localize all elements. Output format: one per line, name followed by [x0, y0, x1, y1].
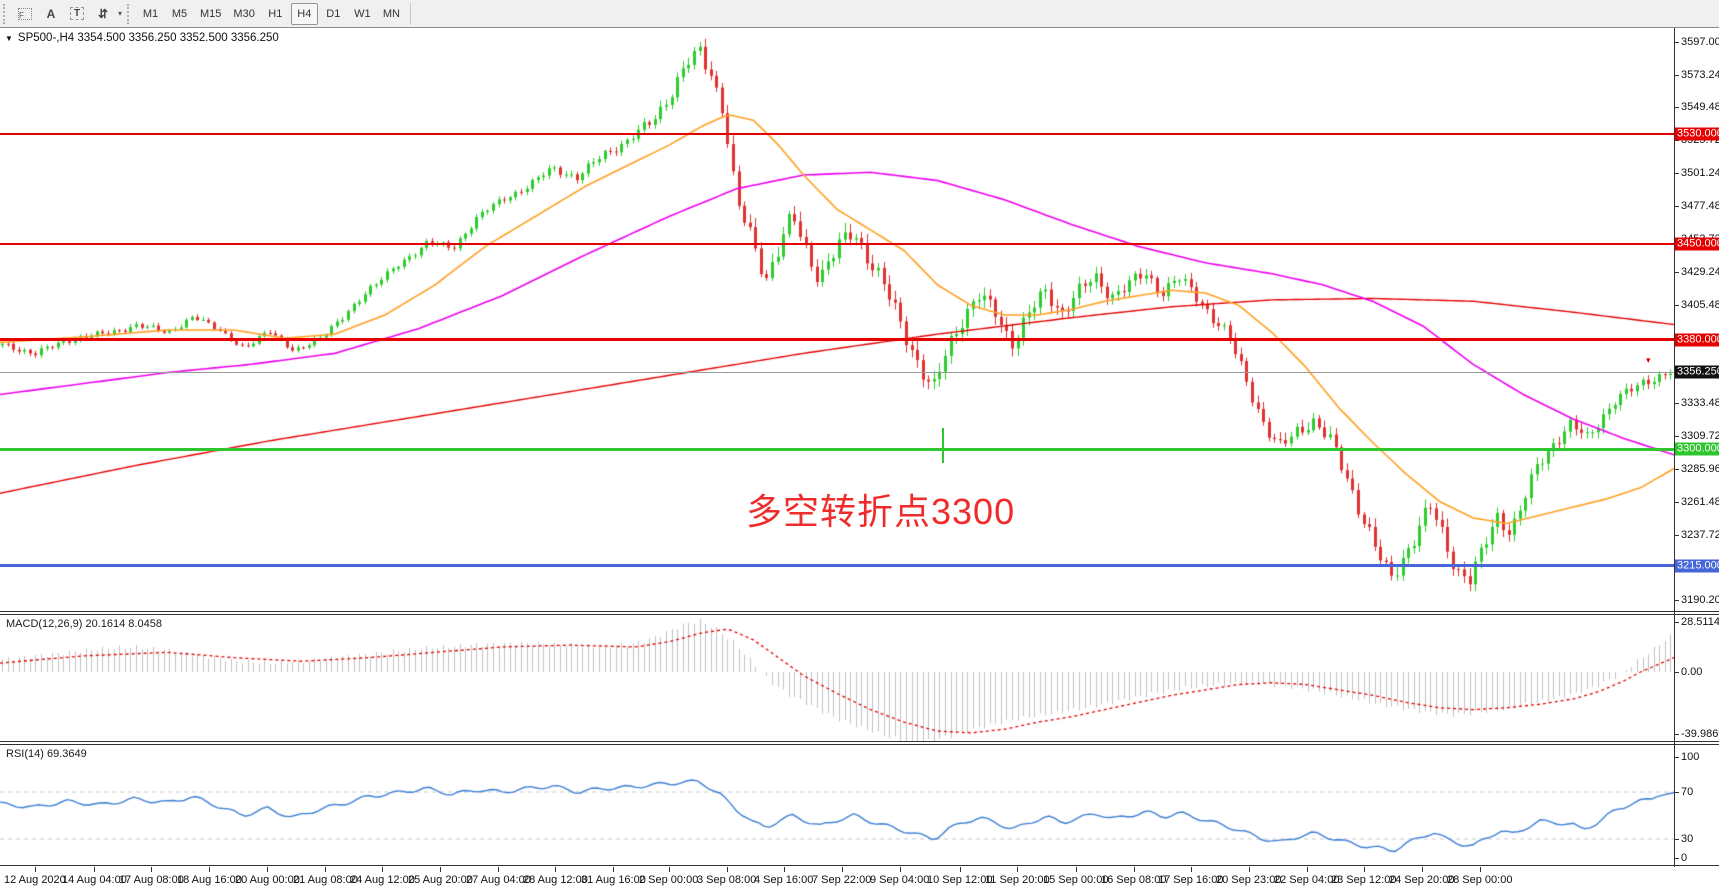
text-box-icon-glyph: T [69, 7, 85, 20]
time-label: 23 Sep 12:00 [1331, 867, 1397, 886]
time-label: 31 Aug 16:00 [581, 867, 646, 886]
level-badge-3380: 3380.000 [1675, 333, 1719, 347]
toolbar-grip[interactable] [3, 3, 9, 24]
rsi-tick-label: 100 [1673, 750, 1700, 763]
arrow-style-icon-glyph: ⇵ [97, 6, 109, 21]
time-label: 28 Aug 12:00 [523, 867, 588, 886]
arrow-style-icon[interactable]: ⇵ [91, 3, 115, 25]
rsi-tick-label: 70 [1673, 786, 1694, 798]
rsi-panel: RSI(14) 69.3649 100 70 30 0 [0, 744, 1719, 866]
time-label: 16 Sep 08:00 [1101, 867, 1167, 886]
level-anchor-marker [942, 428, 944, 463]
rsi-chart-canvas[interactable] [0, 745, 1674, 865]
price-tick-label: 3261.480 [1674, 496, 1719, 508]
time-label: 20 Sep 23:00 [1216, 867, 1282, 886]
resistance-line-3530[interactable] [0, 132, 1674, 135]
timeframe-H1[interactable]: H1 [268, 7, 283, 20]
symbol-quote-text: SP500-,H4 3354.500 3356.250 3352.500 335… [17, 32, 279, 44]
time-label: 25 Aug 20:00 [408, 867, 473, 886]
time-label: 24 Aug 12:00 [350, 867, 415, 886]
timeframe-M5[interactable]: M5 [171, 7, 188, 20]
chart-collapse-icon[interactable]: ▼ [5, 34, 13, 43]
toolbar-grip[interactable] [127, 3, 133, 24]
text-label-icon-glyph: A [46, 6, 56, 21]
axis-border [1674, 28, 1675, 867]
price-tick-label: 3237.720 [1674, 529, 1719, 541]
toolbar-separator [409, 2, 411, 25]
price-tick-label: 3501.240 [1674, 167, 1719, 179]
timeframe-M30[interactable]: M30 [233, 7, 255, 20]
resistance-line-3380[interactable] [0, 338, 1674, 342]
time-label: 14 Aug 04:00 [62, 867, 127, 886]
dotted-grid-icon[interactable]: F [13, 3, 37, 25]
time-label: 21 Aug 08:00 [293, 867, 358, 886]
timeframe-H4[interactable]: H4 [290, 2, 318, 25]
rsi-tick-label: 30 [1673, 833, 1694, 845]
current-price-line [0, 372, 1674, 374]
dropdown-caret-icon[interactable]: ▾ [118, 9, 123, 18]
annotation-text[interactable]: 多空转折点3300 [746, 491, 1016, 532]
time-axis[interactable]: 12 Aug 2020 14 Aug 04:00 17 Aug 08:00 18 Au… [0, 867, 1719, 895]
price-tick-label: 3405.480 [1674, 299, 1719, 311]
macd-tick-label: -39.9869 [1673, 728, 1719, 740]
timeframe-M1[interactable]: M1 [142, 7, 159, 20]
time-label: 4 Sep 16:00 [754, 867, 814, 886]
level-badge-3530: 3530.000 [1675, 127, 1719, 141]
price-tick-label: 3573.240 [1674, 69, 1719, 81]
toolbar: F A T ⇵ ▾ M1 M5 M15 M30 H1 H4 D1 W1 MN [0, 0, 1719, 28]
drawing-tools-group: F A T ⇵ [12, 3, 116, 25]
time-label: 17 Aug 08:00 [119, 867, 184, 886]
price-chart-panel: ▼ SP500-,H4 3354.500 3356.250 3352.500 33… [0, 28, 1719, 612]
time-label: 7 Sep 22:00 [812, 867, 872, 886]
resistance-line-3450[interactable] [0, 242, 1674, 245]
time-label: 3 Sep 08:00 [697, 867, 757, 886]
macd-tick-label: 0.00 [1673, 666, 1703, 678]
text-label-icon[interactable]: A [39, 3, 63, 25]
time-label: 27 Aug 04:00 [466, 867, 531, 886]
price-tick-label: 3309.720 [1674, 430, 1719, 442]
candlestick-chart-canvas[interactable] [0, 28, 1674, 611]
macd-tick-label: 28.5114 [1674, 616, 1719, 628]
price-tick-label: 3597.000 [1674, 36, 1719, 48]
level-badge-3215: 3215.000 [1675, 559, 1719, 573]
price-tick-label: 3333.480 [1674, 397, 1719, 409]
time-label: 9 Sep 04:00 [870, 867, 930, 886]
price-tick-label: 3429.240 [1674, 266, 1719, 278]
timeframe-MN[interactable]: MN [382, 7, 400, 20]
current-price-badge: 3356.250 [1675, 365, 1719, 379]
time-label: 12 Aug 2020 [4, 867, 66, 886]
macd-chart-canvas[interactable] [0, 615, 1674, 741]
price-tick-label: 3190.200 [1674, 594, 1719, 606]
timeframe-W1[interactable]: W1 [354, 7, 371, 20]
symbol-header[interactable]: ▼ SP500-,H4 3354.500 3356.250 3352.500 33… [5, 32, 279, 44]
time-label: 20 Aug 00:00 [235, 867, 300, 886]
time-label: 11 Sep 20:00 [985, 867, 1050, 886]
macd-panel: MACD(12,26,9) 20.1614 8.0458 28.5114 0.00… [0, 614, 1719, 742]
support-line-3300[interactable] [0, 447, 1674, 451]
timeframe-M15[interactable]: M15 [200, 7, 222, 20]
dotted-grid-icon-glyph: F [18, 7, 32, 20]
time-label: 22 Sep 04:00 [1274, 867, 1340, 886]
time-label: 2 Sep 00:00 [639, 867, 699, 886]
time-label: 18 Aug 16:00 [177, 867, 242, 886]
timeframe-D1[interactable]: D1 [326, 7, 341, 20]
time-label: 10 Sep 12:00 [927, 867, 993, 886]
timeframe-group: M1 M5 M15 M30 H1 H4 D1 W1 MN [136, 2, 406, 25]
text-box-icon[interactable]: T [65, 3, 89, 25]
price-tick-label: 3549.480 [1674, 101, 1719, 113]
macd-label: MACD(12,26,9) 20.1614 8.0458 [6, 618, 162, 630]
rsi-label: RSI(14) 69.3649 [6, 748, 87, 760]
level-badge-3450: 3450.000 [1675, 237, 1719, 251]
time-label: 24 Sep 20:00 [1389, 867, 1455, 886]
time-label: 15 Sep 00:00 [1043, 867, 1109, 886]
price-tick-label: 3477.480 [1674, 200, 1719, 212]
support-line-3215[interactable] [0, 564, 1674, 568]
rsi-tick-label: 0 [1673, 852, 1688, 864]
time-label: 28 Sep 00:00 [1447, 867, 1513, 886]
time-label: 17 Sep 16:00 [1158, 867, 1224, 886]
level-badge-3300: 3300.000 [1675, 442, 1719, 456]
price-tick-label: 3285.960 [1674, 463, 1719, 475]
price-marker-arrow-icon: ▾ [1646, 355, 1651, 365]
